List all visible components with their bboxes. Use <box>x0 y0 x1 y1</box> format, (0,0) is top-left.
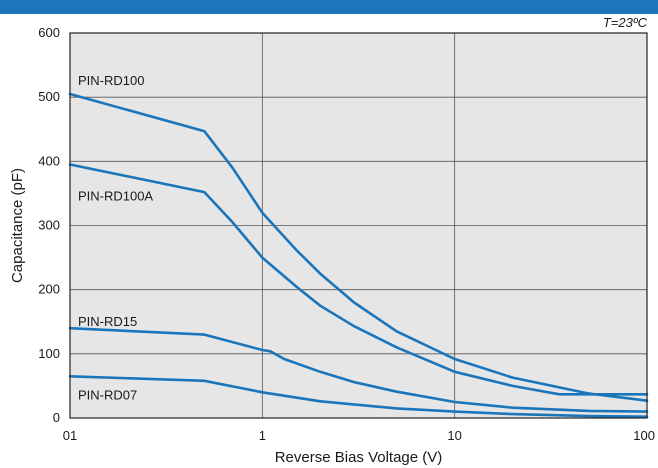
x-tick-label: 1 <box>259 428 266 443</box>
header-banner <box>0 0 658 14</box>
y-axis-label: Capacitance (pF) <box>9 168 26 283</box>
x-axis-label: Reverse Bias Voltage (V) <box>275 449 443 466</box>
series-line <box>68 326 649 413</box>
series-line <box>68 92 649 403</box>
series-label: PIN-RD100A <box>78 189 153 204</box>
series-labels: PIN-RD100 PIN-RD100A PIN-RD15 PIN-RD07 <box>78 73 153 402</box>
y-tick-label: 400 <box>38 153 60 168</box>
series-lines <box>68 92 649 419</box>
x-tick-labels: 01 1 10 100 <box>63 428 655 443</box>
series-line <box>68 163 649 396</box>
y-tick-labels: 0 100 200 300 400 500 600 <box>38 25 60 425</box>
y-tick-label: 600 <box>38 25 60 40</box>
y-tick-label: 100 <box>38 346 60 361</box>
series-label: PIN-RD07 <box>78 388 137 403</box>
y-tick-label: 500 <box>38 89 60 104</box>
y-tick-label: 300 <box>38 218 60 233</box>
series-line <box>68 374 649 419</box>
x-tick-label: 01 <box>63 428 77 443</box>
x-tick-label: 10 <box>447 428 461 443</box>
y-tick-label: 200 <box>38 282 60 297</box>
series-label: PIN-RD100 <box>78 73 144 88</box>
series-label: PIN-RD15 <box>78 314 137 329</box>
plot-frame <box>69 32 648 419</box>
y-tick-label: 0 <box>53 410 60 425</box>
x-tick-label: 100 <box>633 428 655 443</box>
temperature-note: T=23ºC <box>603 15 648 30</box>
